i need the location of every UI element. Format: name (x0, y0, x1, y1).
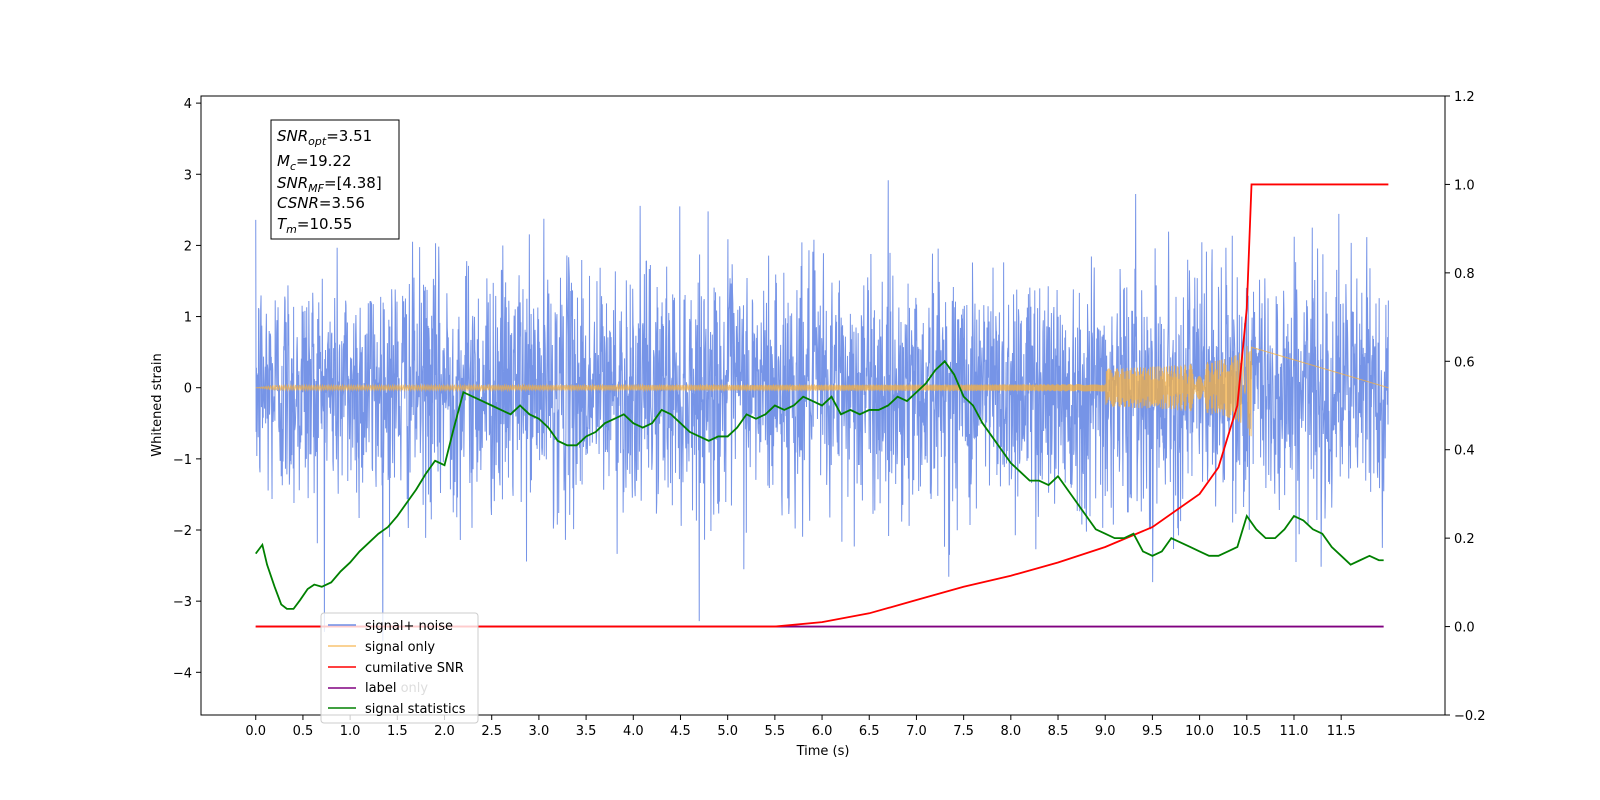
y2-tick-label: 0.6 (1454, 355, 1475, 370)
x-axis-label: Time (s) (796, 744, 850, 759)
stat-snr-opt-subscript: opt (308, 135, 327, 148)
x-tick-label: 1.0 (340, 724, 361, 739)
stat-csnr-value: =3.56 (319, 194, 365, 212)
x-tick-label: 2.5 (481, 724, 502, 739)
stats-annotation-box: SNRopt=3.51 Mc=19.22 SNRMF=[4.38] CSNR=3… (270, 119, 400, 240)
stat-snr-mf-subscript: MF (308, 182, 324, 195)
x-tick-label: 7.5 (953, 724, 974, 739)
series-cumulative-snr-line (255, 183, 1389, 628)
x-tick-label: 5.0 (717, 724, 738, 739)
x-tick-label: 11.5 (1327, 724, 1356, 739)
legend: signal+ noise signal only cumilative SNR… (320, 612, 479, 724)
stat-snr-opt: SNRopt=3.51 (277, 127, 372, 148)
y2-tick-label: 0.2 (1454, 532, 1475, 547)
y-tick-label: −4 (173, 666, 192, 681)
x-tick-label: 1.5 (387, 724, 408, 739)
y-tick-label: 0 (184, 382, 192, 397)
x-tick-label: 8.5 (1048, 724, 1069, 739)
x-tick-label: 7.0 (906, 724, 927, 739)
stats-box-frame (270, 119, 400, 240)
stat-mc-symbol: M (277, 152, 290, 170)
legend-frame (320, 612, 479, 724)
x-tick-label: 6.5 (859, 724, 880, 739)
y-axis-left: 4 3 2 1 0 −1 −2 −3 −4 (173, 97, 201, 681)
legend-label-cumulative-snr: cumilative SNR (365, 661, 464, 676)
x-tick-label: 8.0 (1000, 724, 1021, 739)
series-signal-statistics-line (255, 359, 1384, 610)
series-signal-noise-line (255, 180, 1389, 642)
y-axis-right: 1.2 1.0 0.8 0.6 0.4 0.2 0.0 −0.2 (1445, 90, 1486, 724)
axes-frame (200, 95, 1446, 716)
stat-mc-value: =19.22 (296, 152, 352, 170)
x-tick-label: 10.5 (1232, 724, 1261, 739)
y-tick-label: 2 (184, 239, 192, 254)
stat-tm: Tm=10.55 (277, 215, 352, 236)
y-axis-label: Whitened strain (150, 353, 165, 456)
y2-tick-label: −0.2 (1454, 709, 1486, 724)
legend-label-signal-only: signal only (365, 640, 435, 655)
x-tick-label: 3.5 (576, 724, 597, 739)
series-signal-only-line (255, 345, 1389, 437)
stat-mc-subscript: c (290, 160, 296, 173)
x-tick-label: 0.5 (293, 724, 314, 739)
x-tick-label: 11.0 (1280, 724, 1309, 739)
stat-snr-opt-value: =3.51 (326, 127, 372, 145)
y-tick-label: −1 (173, 453, 192, 468)
y-tick-label: 1 (184, 311, 192, 326)
stat-snr-mf: SNRMF=[4.38] (277, 174, 382, 195)
y2-tick-label: 1.0 (1454, 178, 1475, 193)
stat-mc: Mc=19.22 (277, 152, 352, 173)
x-tick-label: 6.0 (812, 724, 833, 739)
y-tick-label: −3 (173, 595, 192, 610)
x-tick-label: 4.5 (670, 724, 691, 739)
x-tick-label: 0.0 (245, 724, 266, 739)
legend-label-label-only: label only (365, 681, 428, 696)
stat-snr-mf-symbol: SNR (277, 174, 308, 192)
x-tick-label: 9.5 (1142, 724, 1163, 739)
x-tick-label: 5.5 (765, 724, 786, 739)
x-tick-label: 9.0 (1095, 724, 1116, 739)
y-tick-label: 3 (184, 168, 192, 183)
stat-tm-subscript: m (286, 223, 297, 236)
stat-csnr-symbol: CSNR (277, 194, 319, 212)
x-tick-label: 4.0 (623, 724, 644, 739)
y2-tick-label: 0.4 (1454, 444, 1475, 459)
y2-tick-label: 0.8 (1454, 267, 1475, 282)
legend-label-signal-statistics: signal statistics (365, 702, 466, 717)
y-tick-label: 4 (184, 97, 192, 112)
x-tick-label: 10.0 (1185, 724, 1214, 739)
y-tick-label: −2 (173, 524, 192, 539)
legend-label-signal-noise: signal+ noise (365, 619, 453, 634)
stat-snr-opt-symbol: SNR (277, 127, 308, 145)
y2-tick-label: 0.0 (1454, 621, 1475, 636)
stat-tm-value: =10.55 (297, 215, 353, 233)
y2-tick-label: 1.2 (1454, 90, 1475, 105)
stat-snr-mf-value: =[4.38] (324, 174, 382, 192)
stat-tm-symbol: T (277, 215, 288, 233)
legend-label-label: label (365, 681, 396, 696)
x-axis: 0.0 0.5 1.0 1.5 2.0 2.5 3.0 3.5 4.0 4.5 5.0 5.5 6.0 6… (245, 715, 1356, 739)
stat-csnr: CSNR=3.56 (277, 194, 365, 212)
x-tick-label: 3.0 (529, 724, 550, 739)
x-tick-label: 2.0 (434, 724, 455, 739)
